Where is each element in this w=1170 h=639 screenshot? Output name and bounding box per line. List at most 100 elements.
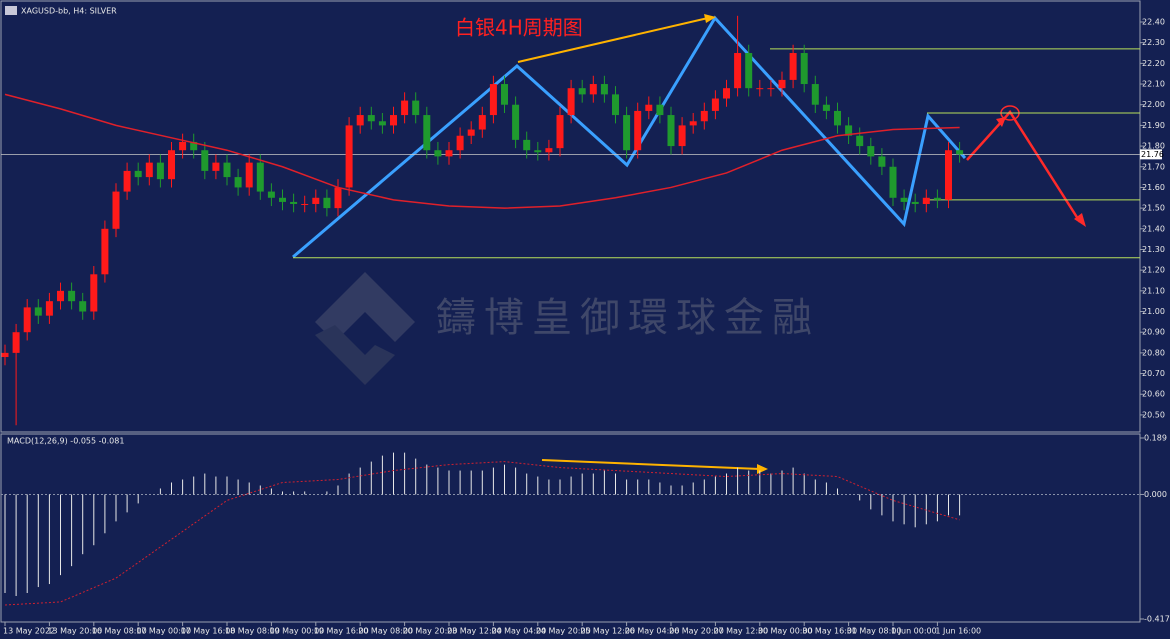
x-tick-label: 23 May 12:00 xyxy=(447,627,502,636)
candle-body xyxy=(112,191,120,229)
candle-body xyxy=(201,150,209,171)
macd-y-tick-label: -0.417 xyxy=(1144,615,1170,624)
candle-body xyxy=(145,162,153,178)
candle-body xyxy=(922,197,930,204)
candle-body xyxy=(123,170,131,192)
candle-body xyxy=(501,84,508,105)
candle-body xyxy=(323,197,331,209)
candle-body xyxy=(267,191,275,198)
candle-body xyxy=(634,110,642,151)
candle-body xyxy=(190,141,198,151)
zigzag xyxy=(292,15,967,259)
candle-body xyxy=(1,352,9,358)
y-tick-label: 21.30 xyxy=(1142,245,1165,254)
candle-body xyxy=(234,177,242,188)
candle-body xyxy=(334,187,342,209)
candle-body xyxy=(856,135,864,147)
y-tick-label: 22.30 xyxy=(1142,38,1165,47)
candle-body xyxy=(911,201,919,204)
x-tick-label: 1 Jun 16:00 xyxy=(935,627,981,636)
candle-body xyxy=(556,115,564,149)
candle-body xyxy=(945,150,952,200)
candle-body xyxy=(900,197,908,202)
candle-body xyxy=(523,139,531,151)
current-price-label: 21.76 xyxy=(1141,150,1164,159)
candle-body xyxy=(79,301,87,312)
candle-body xyxy=(678,125,686,147)
forecast xyxy=(966,109,1082,223)
candle-body xyxy=(745,53,753,89)
candle-body xyxy=(778,79,786,89)
y-tick-label: 21.20 xyxy=(1142,266,1165,275)
candle-body xyxy=(645,104,653,111)
current-price-box xyxy=(1140,149,1162,160)
header: XAGUSD-bb, H4: SILVER xyxy=(21,7,117,16)
x-tick-label: 13 May 2022 xyxy=(3,627,55,636)
y-tick-label: 21.60 xyxy=(1142,183,1165,192)
candle-body xyxy=(412,100,420,116)
candle-body xyxy=(789,53,797,80)
candle-body xyxy=(489,84,497,116)
x-tick-label: 16 May 08:00 xyxy=(92,627,147,636)
candle-body xyxy=(23,307,31,333)
candle-body xyxy=(467,129,475,136)
y-tick-label: 20.90 xyxy=(1142,328,1165,337)
macd-signal xyxy=(4,461,960,606)
candle-body xyxy=(90,274,98,312)
y-tick-label: 21.50 xyxy=(1142,204,1165,213)
candle-body xyxy=(723,88,730,99)
x-tick-label: 19 May 00:00 xyxy=(269,627,324,636)
trend-arrow xyxy=(517,17,709,63)
candle-body xyxy=(12,332,20,353)
candle-body xyxy=(845,125,853,136)
candle-body xyxy=(656,104,664,116)
x-tick-label: 17 May 16:00 xyxy=(181,627,236,636)
macd-frame xyxy=(0,433,1141,623)
y-tick-label: 21.00 xyxy=(1142,307,1165,316)
macd-y-tick-label: 0.189 xyxy=(1144,434,1167,443)
moving-average xyxy=(4,93,960,209)
candle-body xyxy=(445,150,453,157)
x-tick-label: 24 May 04:00 xyxy=(491,627,546,636)
x-tick-label: 24 May 20:00 xyxy=(536,627,591,636)
y-tick-label: 22.10 xyxy=(1142,80,1165,89)
x-tick-label: 17 May 00:00 xyxy=(136,627,191,636)
candle-body xyxy=(822,104,830,111)
candle-body xyxy=(290,201,298,204)
candle-body xyxy=(168,150,175,180)
watermark-logo xyxy=(315,272,415,385)
candle-body xyxy=(134,170,142,178)
candle-body xyxy=(367,115,375,122)
header-icon xyxy=(5,6,17,15)
trend-arrow xyxy=(541,459,761,470)
candle-body xyxy=(68,290,76,302)
candle-body xyxy=(279,197,286,202)
y-tick-label: 20.70 xyxy=(1142,369,1165,378)
y-tick-label: 21.90 xyxy=(1142,121,1165,130)
y-tick-label: 22.20 xyxy=(1142,59,1165,68)
y-tick-label: 20.80 xyxy=(1142,348,1165,357)
arrow-head xyxy=(996,117,1006,127)
candle-body xyxy=(378,121,386,126)
candle-body xyxy=(956,150,964,155)
x-tick-label: 20 May 08:00 xyxy=(358,627,413,636)
x-tick-label: 1 Jun 00:00 xyxy=(891,627,937,636)
candle-body xyxy=(534,150,542,153)
candle-body xyxy=(156,162,164,180)
candle-body xyxy=(589,84,597,95)
candle-body xyxy=(600,84,608,95)
x-tick-label: 30 May 00:00 xyxy=(758,627,813,636)
candle-body xyxy=(767,88,775,90)
arrow-head xyxy=(704,14,716,23)
candle-body xyxy=(800,53,808,85)
x-tick-label: 13 May 20:00 xyxy=(47,627,102,636)
candle-body xyxy=(933,197,941,200)
x-tick-label: 26 May 04:00 xyxy=(625,627,680,636)
x-tick-label: 19 May 16:00 xyxy=(314,627,369,636)
y-tick-label: 21.70 xyxy=(1142,162,1165,171)
candle-body xyxy=(223,162,231,178)
candle-body xyxy=(689,121,697,126)
x-tick-label: 27 May 12:00 xyxy=(713,627,768,636)
candle-body xyxy=(45,301,53,316)
